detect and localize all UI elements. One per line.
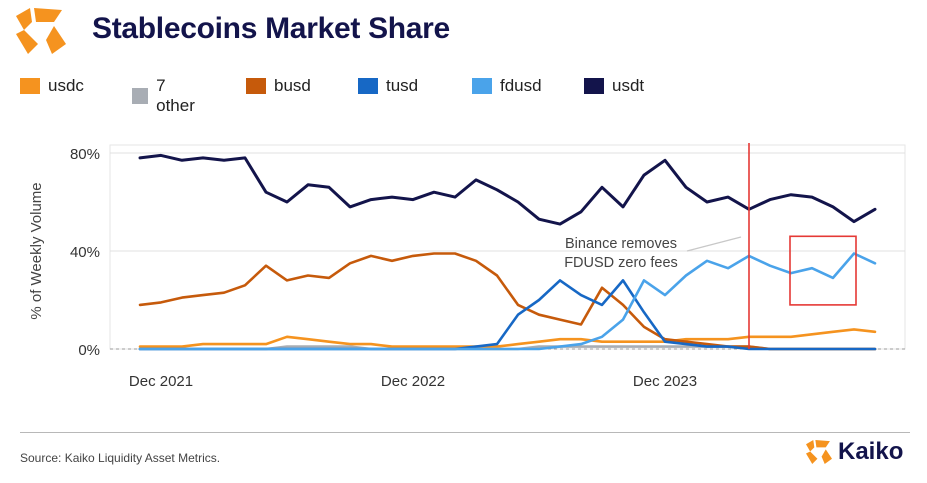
legend-swatch	[132, 88, 149, 104]
legend-item-busd: busd	[246, 76, 311, 96]
legend-label: tusd	[386, 76, 419, 95]
legend-label: usdc	[48, 76, 84, 95]
annotation-text: Binance removes	[565, 236, 677, 252]
legend-item-tusd: tusd	[358, 76, 418, 96]
legend-label: 7 other	[156, 76, 195, 115]
legend-item-7-other: 7 other	[132, 76, 199, 116]
legend-item-usdc: usdc	[20, 76, 84, 96]
legend-label: fdusd	[500, 76, 542, 95]
annotation-leader	[686, 236, 742, 252]
kaiko-logo-icon	[16, 8, 66, 54]
legend-swatch	[358, 78, 378, 94]
legend-swatch	[472, 78, 492, 94]
x-tick-label: Dec 2022	[381, 373, 445, 390]
y-tick-label: 80%	[70, 146, 100, 163]
y-axis-label: % of Weekly Volume	[28, 182, 45, 319]
plot-area	[109, 144, 906, 350]
legend-label: usdt	[612, 76, 645, 95]
footer-divider	[20, 432, 910, 433]
source-note: Source: Kaiko Liquidity Asset Metrics.	[20, 451, 221, 465]
kaiko-brand-icon	[806, 440, 832, 464]
x-tick-label: Dec 2021	[129, 373, 193, 390]
series-line-fdusd	[138, 252, 877, 351]
series-line-busd	[138, 252, 877, 351]
series-line-usdc	[138, 328, 877, 348]
brand-name: Kaiko	[838, 438, 904, 465]
legend-swatch	[584, 78, 604, 94]
y-tick-label: 40%	[70, 244, 100, 261]
legend-swatch	[246, 78, 266, 94]
line-chart: 0% 40% 80% % of Weekly Volume Dec 2021 Dec 20…	[28, 143, 906, 390]
legend-swatch	[20, 78, 40, 94]
series-line-usdt	[138, 153, 877, 226]
legend-item-usdt: usdt	[584, 76, 644, 96]
x-tick-label: Dec 2023	[633, 373, 697, 390]
brand-logo: Kaiko	[806, 438, 903, 466]
y-tick-label: 0%	[78, 342, 100, 359]
highlight-box	[789, 235, 857, 306]
legend-label: busd	[274, 76, 311, 95]
annotation-text: FDUSD zero fees	[564, 255, 678, 271]
legend-item-fdusd: fdusd	[472, 76, 542, 96]
chart-title: Stablecoins Market Share	[92, 12, 450, 45]
